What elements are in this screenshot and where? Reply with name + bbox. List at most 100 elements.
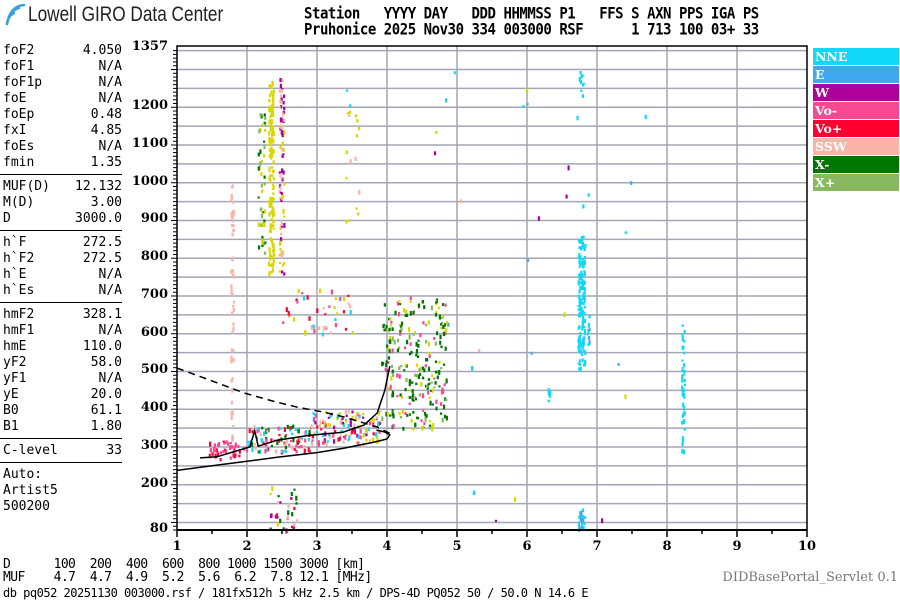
echo-point xyxy=(319,420,322,425)
echo-point xyxy=(295,495,298,501)
param-row: h`F 272.5 xyxy=(0,235,124,251)
echo-point xyxy=(386,344,389,349)
echo-point xyxy=(345,220,348,224)
echo-point xyxy=(579,363,582,367)
echo-point xyxy=(334,323,337,328)
x-tick-label: 7 xyxy=(592,539,602,554)
echo-point xyxy=(295,519,299,523)
echo-point xyxy=(453,71,456,75)
x-tick-label: 4 xyxy=(382,539,392,554)
echo-point xyxy=(293,448,296,451)
echo-point xyxy=(362,413,365,416)
echo-point xyxy=(682,393,685,397)
param-value: 20.0 xyxy=(90,387,122,402)
echo-point xyxy=(272,198,275,201)
param-value: N/A xyxy=(98,75,122,90)
echo-point xyxy=(279,174,282,178)
echo-point xyxy=(412,427,415,431)
echo-point xyxy=(272,160,275,164)
echo-point xyxy=(347,410,350,414)
echo-point xyxy=(233,455,236,459)
echo-point xyxy=(272,149,275,154)
echo-point xyxy=(211,452,214,456)
param-value: 3.00 xyxy=(90,195,122,210)
echo-point xyxy=(329,434,332,439)
echo-point xyxy=(272,224,275,228)
echo-point xyxy=(682,402,685,408)
echo-point xyxy=(445,378,448,384)
echo-point xyxy=(258,449,261,454)
echo-point xyxy=(445,98,448,103)
echo-point xyxy=(582,301,585,306)
echo-point xyxy=(283,272,286,276)
echo-point xyxy=(342,297,346,301)
echo-point xyxy=(400,326,403,331)
echo-point xyxy=(681,436,685,441)
echo-point xyxy=(578,342,581,346)
echo-point xyxy=(278,433,281,437)
echo-point xyxy=(230,378,233,383)
echo-point xyxy=(260,213,264,219)
echo-point xyxy=(357,434,360,439)
echo-point xyxy=(577,304,580,307)
echo-point xyxy=(328,305,331,308)
param-label: C-level xyxy=(3,443,58,458)
echo-point xyxy=(442,331,446,336)
echo-point xyxy=(644,114,647,120)
echo-point xyxy=(297,445,300,449)
echo-point xyxy=(272,187,275,190)
echo-point xyxy=(232,224,235,227)
echo-point xyxy=(314,421,317,425)
echo-point xyxy=(259,113,262,117)
echo-point xyxy=(422,409,425,412)
echo-point xyxy=(263,431,266,436)
echo-point xyxy=(284,435,287,438)
echo-point xyxy=(409,311,412,316)
echo-point xyxy=(391,369,394,375)
echo-point xyxy=(390,364,393,368)
echo-point xyxy=(582,204,585,209)
echo-point xyxy=(381,416,384,421)
echo-point xyxy=(377,421,380,427)
param-label: foF2 xyxy=(3,43,35,58)
echo-point xyxy=(271,80,274,84)
echo-point xyxy=(272,208,275,212)
echo-point xyxy=(681,333,684,337)
param-row: B0 61.1 xyxy=(0,403,124,419)
echo-point xyxy=(268,132,271,136)
echo-point xyxy=(583,328,586,334)
echo-point xyxy=(581,520,584,525)
echo-point xyxy=(260,159,263,163)
echo-point xyxy=(357,212,360,216)
echo-point xyxy=(431,403,434,406)
echo-point xyxy=(209,441,212,447)
param-row: foF2 4.050 xyxy=(0,43,124,59)
echo-point xyxy=(322,440,325,445)
echo-point xyxy=(321,332,324,337)
echo-point xyxy=(344,409,347,414)
echo-point xyxy=(579,276,582,280)
echo-point xyxy=(263,175,266,179)
echo-point xyxy=(290,497,293,500)
echo-point xyxy=(271,238,274,244)
echo-point xyxy=(382,323,385,326)
echo-point xyxy=(237,444,240,448)
echo-point xyxy=(281,196,284,200)
echo-point xyxy=(327,423,330,427)
echo-point xyxy=(347,424,350,428)
echo-point xyxy=(579,313,582,318)
echo-point xyxy=(354,156,357,161)
echo-point xyxy=(268,138,271,144)
echo-point xyxy=(410,418,413,423)
echo-point xyxy=(318,424,321,429)
echo-point xyxy=(378,429,381,435)
x-tick-label: 8 xyxy=(662,539,672,554)
echo-point xyxy=(582,515,585,519)
echo-point xyxy=(372,422,375,427)
echo-point xyxy=(263,219,266,224)
echo-point xyxy=(385,363,388,367)
echo-point xyxy=(340,418,343,422)
echo-point xyxy=(358,414,361,419)
echo-point xyxy=(279,227,282,230)
